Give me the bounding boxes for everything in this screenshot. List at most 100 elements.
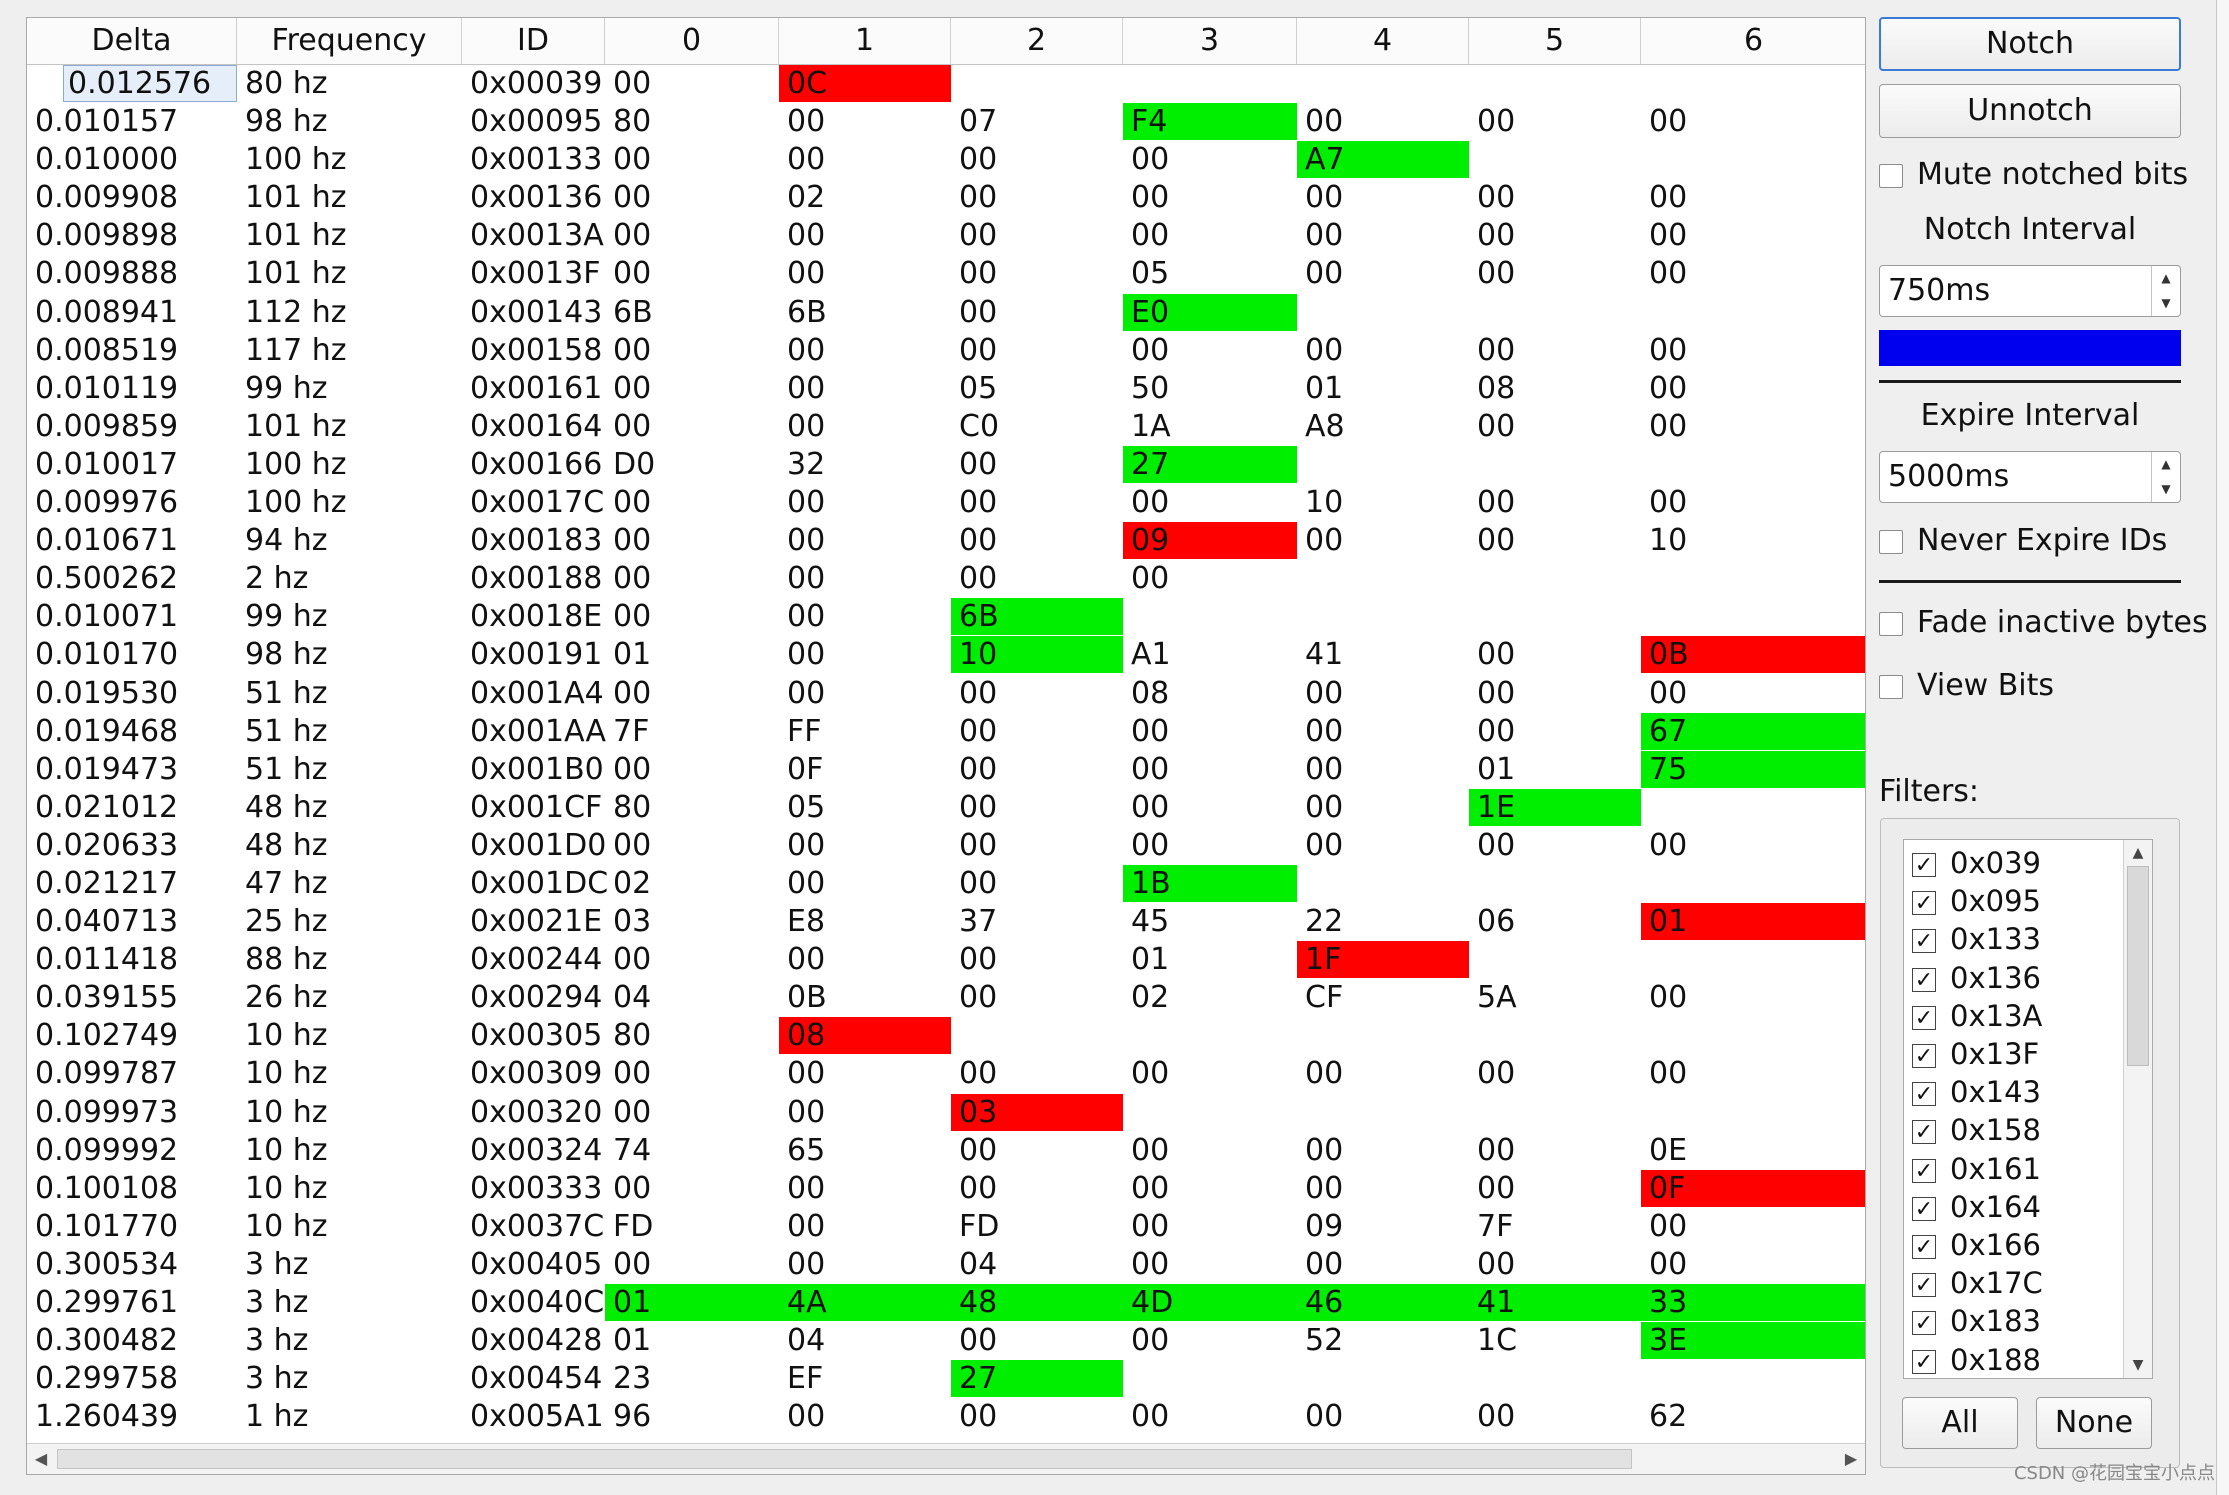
checkmark-icon[interactable]: ✓	[1912, 929, 1936, 954]
filter-item[interactable]: ✓ 0x095	[1912, 882, 2041, 920]
scroll-down-icon[interactable]: ▼	[2132, 1357, 2144, 1373]
filter-item[interactable]: ✓ 0x143	[1912, 1073, 2041, 1111]
checkmark-icon[interactable]: ✓	[1912, 1082, 1936, 1107]
column-header[interactable]: ID	[462, 18, 605, 64]
column-header[interactable]: 6	[1641, 18, 1865, 64]
table-row[interactable]: 0.299761 3 hz 0x0040C 01 4A 48 4D 46 41 33	[27, 1284, 1865, 1322]
table-row[interactable]: 0.099992 10 hz 0x00324 74 65 00 00 00 00 0E	[27, 1132, 1865, 1170]
spin-down-icon[interactable]: ▼	[2151, 291, 2180, 316]
filter-item[interactable]: ✓ 0x13A	[1912, 997, 2042, 1035]
table-row[interactable]: 0.021012 48 hz 0x001CF 80 05 00 00 00 1E	[27, 788, 1865, 827]
view-bits-checkbox[interactable]	[1879, 674, 1903, 699]
checkmark-icon[interactable]: ✓	[1912, 1235, 1936, 1260]
scroll-up-icon[interactable]: ▲	[2132, 845, 2144, 861]
checkmark-icon[interactable]: ✓	[1912, 891, 1936, 916]
all-button[interactable]: All	[1902, 1397, 2018, 1449]
notch-interval-spinbox[interactable]: 750ms ▲ ▼	[1879, 265, 2181, 317]
table-row[interactable]: 0.010000 100 hz 0x00133 00 00 00 00 A7	[27, 141, 1865, 179]
filter-item[interactable]: ✓ 0x164	[1912, 1188, 2041, 1226]
column-header[interactable]: Frequency	[237, 18, 462, 64]
filter-list[interactable]: ✓ 0x039 ✓ 0x095 ✓ 0x133 ✓ 0x136 ✓ 0x13A ✓ 0x13F ✓ 0x1…	[1903, 839, 2153, 1379]
table-row[interactable]: 0.009976 100 hz 0x0017C 00 00 00 00 10 00 00	[27, 484, 1865, 522]
horizontal-scrollbar[interactable]: ◀ ▶	[27, 1443, 1865, 1474]
mute-notched-bits-option[interactable]: Mute notched bits	[1879, 155, 2188, 195]
table-row[interactable]: 0.100108 10 hz 0x00333 00 00 00 00 00 00 0F	[27, 1169, 1865, 1208]
filter-item[interactable]: ✓ 0x136	[1912, 959, 2041, 997]
table-row[interactable]: 0.102749 10 hz 0x00305 80 08	[27, 1017, 1865, 1055]
table-row[interactable]: 0.019473 51 hz 0x001B0 00 0F 00 00 00 01 75	[27, 750, 1865, 789]
table-row[interactable]: 0.012576 80 hz 0x00039 00 0C	[27, 65, 1865, 103]
table-row[interactable]: 0.010671 94 hz 0x00183 00 00 00 09 00 00 10	[27, 522, 1865, 560]
spin-down-icon[interactable]: ▼	[2151, 477, 2180, 502]
checkmark-icon[interactable]: ✓	[1912, 1158, 1936, 1183]
filter-item[interactable]: ✓ 0x039	[1912, 844, 2041, 882]
checkmark-icon[interactable]: ✓	[1912, 1196, 1936, 1221]
filter-item[interactable]: ✓ 0x166	[1912, 1226, 2041, 1264]
checkmark-icon[interactable]: ✓	[1912, 1120, 1936, 1145]
table-row[interactable]: 0.010071 99 hz 0x0018E 00 00 6B	[27, 598, 1865, 636]
never-expire-ids-option[interactable]: Never Expire IDs	[1879, 521, 2167, 561]
table-row[interactable]: 0.300482 3 hz 0x00428 01 04 00 00 52 1C 3E	[27, 1322, 1865, 1360]
table-row[interactable]: 0.039155 26 hz 0x00294 04 0B 00 02 CF 5A 00	[27, 979, 1865, 1017]
table-row[interactable]: 0.010157 98 hz 0x00095 80 00 07 F4 00 00 00	[27, 103, 1865, 141]
never-expire-ids-checkbox[interactable]	[1879, 529, 1903, 554]
fade-inactive-bytes-option[interactable]: Fade inactive bytes	[1879, 603, 2208, 643]
none-button[interactable]: None	[2036, 1397, 2152, 1449]
filter-item[interactable]: ✓ 0x183	[1912, 1302, 2041, 1340]
table-row[interactable]: 1.260439 1 hz 0x005A1 96 00 00 00 00 00 62	[27, 1398, 1865, 1436]
table-row[interactable]: 0.101770 10 hz 0x0037C FD 00 FD 00 09 7F 00	[27, 1208, 1865, 1246]
scroll-thumb[interactable]	[57, 1449, 1632, 1469]
filter-item[interactable]: ✓ 0x13F	[1912, 1035, 2039, 1073]
spin-up-icon[interactable]: ▲	[2151, 266, 2180, 291]
checkmark-icon[interactable]: ✓	[1912, 1005, 1936, 1030]
view-bits-option[interactable]: View Bits	[1879, 666, 2054, 706]
scroll-track[interactable]	[57, 1449, 1835, 1469]
checkmark-icon[interactable]: ✓	[1912, 853, 1936, 878]
filter-item[interactable]: ✓ 0x161	[1912, 1150, 2041, 1188]
table-row[interactable]: 0.009908 101 hz 0x00136 00 02 00 00 00 00 00	[27, 179, 1865, 217]
table-row[interactable]: 0.019468 51 hz 0x001AA 7F FF 00 00 00 00 67	[27, 712, 1865, 751]
table-row[interactable]: 0.019530 51 hz 0x001A4 00 00 00 08 00 00 00	[27, 675, 1865, 713]
scroll-left-icon[interactable]: ◀	[34, 1449, 48, 1468]
notch-button[interactable]: Notch	[1879, 17, 2181, 71]
table-row[interactable]: 0.299758 3 hz 0x00454 23 EF 27	[27, 1360, 1865, 1398]
scroll-right-icon[interactable]: ▶	[1844, 1449, 1858, 1468]
column-header[interactable]: Delta	[27, 18, 237, 64]
checkmark-icon[interactable]: ✓	[1912, 1311, 1936, 1336]
table-row[interactable]: 0.099973 10 hz 0x00320 00 00 03	[27, 1093, 1865, 1132]
table-body[interactable]: 0.012576 80 hz 0x00039 00 0C 0.010157 98 hz 0x0…	[27, 65, 1865, 1436]
column-header[interactable]: 5	[1469, 18, 1641, 64]
table-row[interactable]: 0.020633 48 hz 0x001D0 00 00 00 00 00 00 00	[27, 827, 1865, 865]
table-row[interactable]: 0.008941 112 hz 0x00143 6B 6B 00 E0	[27, 293, 1865, 332]
unnotch-button[interactable]: Unnotch	[1879, 84, 2181, 138]
checkmark-icon[interactable]: ✓	[1912, 967, 1936, 992]
column-header[interactable]: 0	[605, 18, 779, 64]
filter-item[interactable]: ✓ 0x133	[1912, 920, 2041, 958]
column-header[interactable]: 3	[1123, 18, 1297, 64]
filter-item[interactable]: ✓ 0x17C	[1912, 1264, 2043, 1302]
table-row[interactable]: 0.010017 100 hz 0x00166 D0 32 00 27	[27, 445, 1865, 484]
table-row[interactable]: 0.500262 2 hz 0x00188 00 00 00 00	[27, 560, 1865, 598]
expire-interval-spinbox[interactable]: 5000ms ▲ ▼	[1879, 451, 2181, 503]
filter-item[interactable]: ✓ 0x158	[1912, 1111, 2041, 1149]
table-row[interactable]: 0.010170 98 hz 0x00191 01 00 10 A1 41 00 0B	[27, 636, 1865, 674]
fade-inactive-bytes-checkbox[interactable]	[1879, 611, 1903, 636]
spin-up-icon[interactable]: ▲	[2151, 452, 2180, 477]
table-row[interactable]: 0.099787 10 hz 0x00309 00 00 00 00 00 00 00	[27, 1055, 1865, 1093]
table-row[interactable]: 0.008519 117 hz 0x00158 00 00 00 00 00 00 00	[27, 332, 1865, 370]
vertical-scrollbar[interactable]: ▲ ▼	[2123, 840, 2152, 1378]
table-row[interactable]: 0.300534 3 hz 0x00405 00 00 04 00 00 00 00	[27, 1246, 1865, 1284]
table-row[interactable]: 0.009888 101 hz 0x0013F 00 00 00 05 00 00 00	[27, 255, 1865, 293]
table-row[interactable]: 0.009859 101 hz 0x00164 00 00 C0 1A A8 00 00	[27, 408, 1865, 446]
table-row[interactable]: 0.040713 25 hz 0x0021E 03 E8 37 45 22 06 01	[27, 903, 1865, 941]
table-row[interactable]: 0.011418 88 hz 0x00244 00 00 00 01 1F	[27, 941, 1865, 979]
scroll-thumb[interactable]	[2127, 866, 2149, 1066]
mute-notched-bits-checkbox[interactable]	[1879, 163, 1903, 188]
notch-color-swatch[interactable]	[1879, 330, 2181, 366]
column-header[interactable]: 2	[951, 18, 1123, 64]
table-row[interactable]: 0.010119 99 hz 0x00161 00 00 05 50 01 08 00	[27, 370, 1865, 408]
frame-table[interactable]: Delta Frequency ID 0 1 2 3 4 5 6 0.012576 80 hz 0x0…	[26, 17, 1866, 1475]
table-row[interactable]: 0.021217 47 hz 0x001DC 02 00 00 1B	[27, 864, 1865, 903]
checkmark-icon[interactable]: ✓	[1912, 1044, 1936, 1069]
checkmark-icon[interactable]: ✓	[1912, 1273, 1936, 1298]
